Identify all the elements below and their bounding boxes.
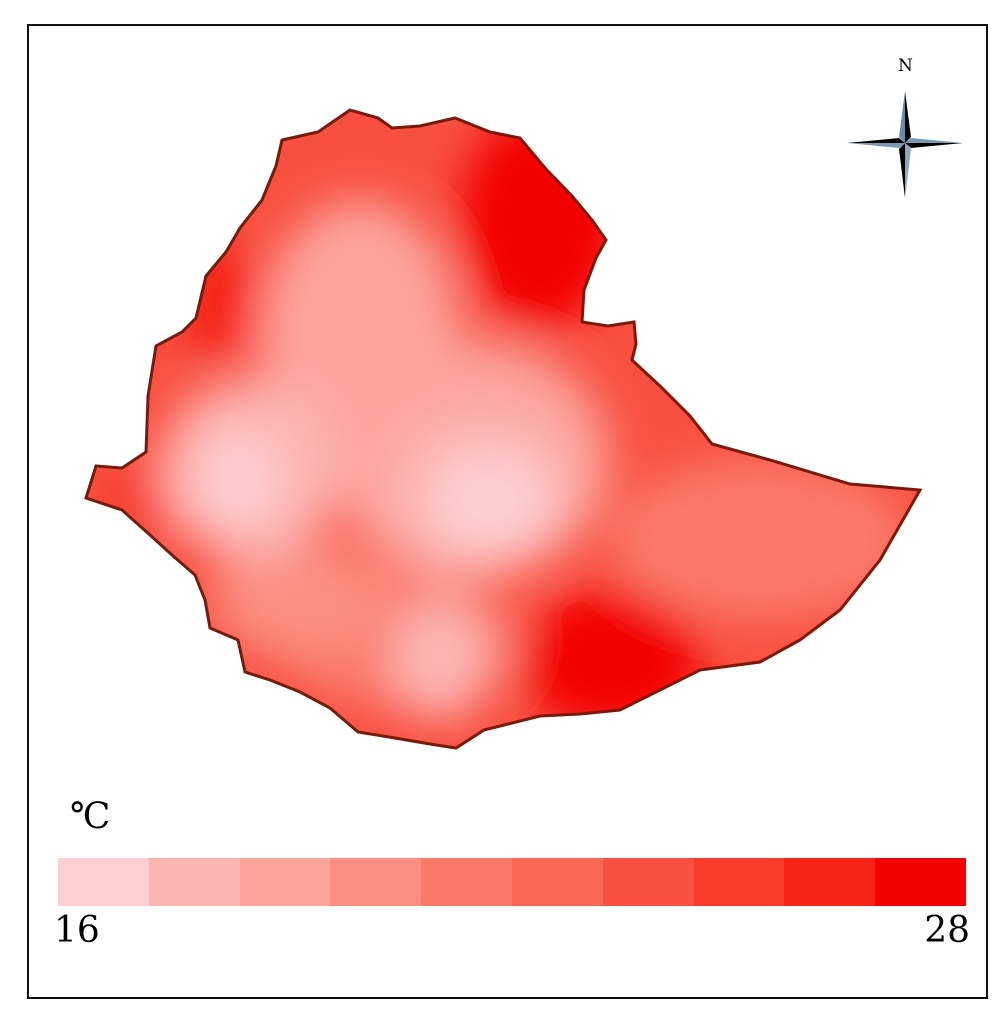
compass-icon [847,91,963,198]
temperature-field [86,110,920,748]
legend-swatch [58,858,149,906]
legend-swatch [239,858,331,906]
compass-north-label: N [898,56,913,76]
legend-swatch [602,858,694,906]
legend-swatch [148,858,240,906]
legend-swatch [693,858,785,906]
legend-swatch [330,858,422,906]
legend-swatch [421,858,512,906]
legend-swatch [511,858,603,906]
legend-min-label: 16 [54,910,100,951]
legend-swatch [875,858,966,906]
legend-max-label: 28 [924,910,970,951]
legend-swatch [784,858,876,906]
color-legend [58,858,966,906]
legend-unit: ℃ [70,796,111,837]
